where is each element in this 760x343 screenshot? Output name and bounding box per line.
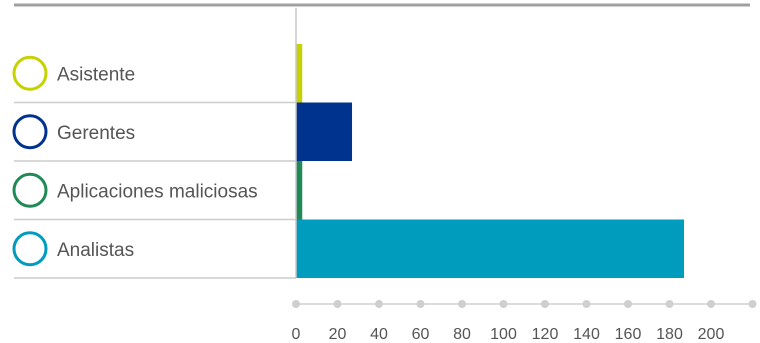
x-tick-dot <box>707 300 715 308</box>
bar-asistente <box>296 44 303 103</box>
x-tick-dot <box>624 300 632 308</box>
x-tick-label: 20 <box>329 326 347 343</box>
x-tick-label: 140 <box>573 326 600 343</box>
x-tick-label: 60 <box>412 326 430 343</box>
legend-circle-icon <box>12 114 48 150</box>
bars-group <box>296 44 685 278</box>
category-label: Aplicaciones maliciosas <box>57 181 258 202</box>
category-label: Analistas <box>57 240 134 261</box>
x-tick-dot <box>375 300 383 308</box>
x-tick-label: 80 <box>453 326 471 343</box>
x-tick-label: 200 <box>698 326 725 343</box>
x-tick-dot <box>333 300 342 308</box>
category-label: Asistente <box>57 64 135 85</box>
x-tick-dot <box>458 300 466 308</box>
x-tick-dot <box>292 300 300 308</box>
x-tick-label: 160 <box>615 326 642 343</box>
bar-aplicaciones-maliciosas <box>296 161 303 220</box>
legend-circle-icon <box>12 172 48 208</box>
x-tick-label: 120 <box>532 326 559 343</box>
x-tick-label: 40 <box>370 326 388 343</box>
x-tick-label: 180 <box>656 326 683 343</box>
bar-analistas <box>296 219 685 278</box>
legend-circle-icon <box>12 231 48 267</box>
legend-circle-icon <box>12 55 48 91</box>
category-label: Gerentes <box>57 123 135 144</box>
bar-gerentes <box>296 102 353 161</box>
x-axis: 0 20 40 60 80 100 120 140 160 180 200 <box>292 300 757 343</box>
category-rows: Asistente Gerentes Aplicaciones maliciosas… <box>12 55 296 279</box>
x-tick-dot <box>748 300 757 308</box>
x-tick-dot <box>541 300 549 308</box>
x-tick-dot <box>665 300 674 308</box>
x-tick-label: 100 <box>490 326 517 343</box>
x-tick-dot <box>416 300 425 308</box>
x-tick-dot <box>499 300 508 308</box>
x-tick-dot <box>582 300 591 308</box>
x-tick-label: 0 <box>292 326 301 343</box>
